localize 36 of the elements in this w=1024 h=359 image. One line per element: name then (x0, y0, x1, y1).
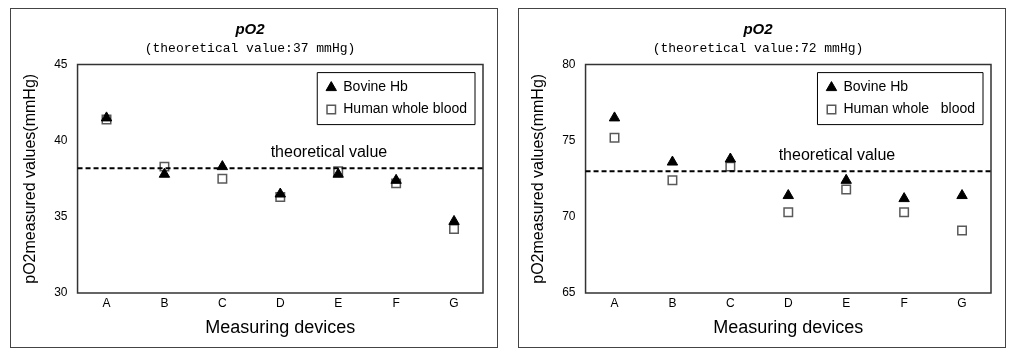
legend-label: Human whole blood (843, 100, 976, 117)
x-tick-label: B (668, 295, 677, 310)
x-tick-label: G (449, 295, 459, 310)
x-tick-label: B (160, 295, 169, 310)
y-axis-title: pO2measured values(mmHg) (21, 73, 39, 284)
legend-label: Bovine Hb (343, 78, 409, 95)
chart-title: pO2 (742, 20, 774, 38)
chart-subtitle: (theoretical value:37 mmHg) (144, 41, 356, 57)
x-tick-label: E (842, 295, 851, 310)
x-axis-title: Measuring devices (713, 317, 864, 338)
chart-subtitle: (theoretical value:72 mmHg) (652, 41, 864, 57)
y-tick-label: 40 (54, 133, 68, 148)
x-tick-label: A (102, 295, 111, 310)
y-tick-label: 30 (54, 285, 68, 300)
y-tick-label: 35 (54, 209, 68, 224)
x-tick-label: F (392, 295, 400, 310)
y-tick-label: 80 (562, 56, 576, 71)
x-tick-label: C (218, 295, 228, 310)
x-tick-label: G (957, 295, 967, 310)
legend-label: Human whole blood (343, 100, 468, 117)
y-axis-title: pO2measured values(mmHg) (529, 73, 547, 284)
legend-label: Bovine Hb (843, 78, 909, 95)
y-tick-label: 70 (562, 209, 576, 224)
x-tick-label: F (900, 295, 908, 310)
ref-line-label: theoretical value (270, 142, 388, 160)
y-tick-label: 45 (54, 56, 68, 71)
x-tick-label: D (783, 295, 793, 310)
x-tick-label: A (610, 295, 619, 310)
chart-title: pO2 (234, 20, 266, 38)
x-tick-label: C (726, 295, 736, 310)
y-tick-label: 75 (562, 133, 576, 148)
x-tick-label: D (275, 295, 285, 310)
y-tick-label: 65 (562, 285, 576, 300)
ref-line-label: theoretical value (778, 145, 896, 163)
x-tick-label: E (334, 295, 343, 310)
x-axis-title: Measuring devices (205, 317, 356, 338)
